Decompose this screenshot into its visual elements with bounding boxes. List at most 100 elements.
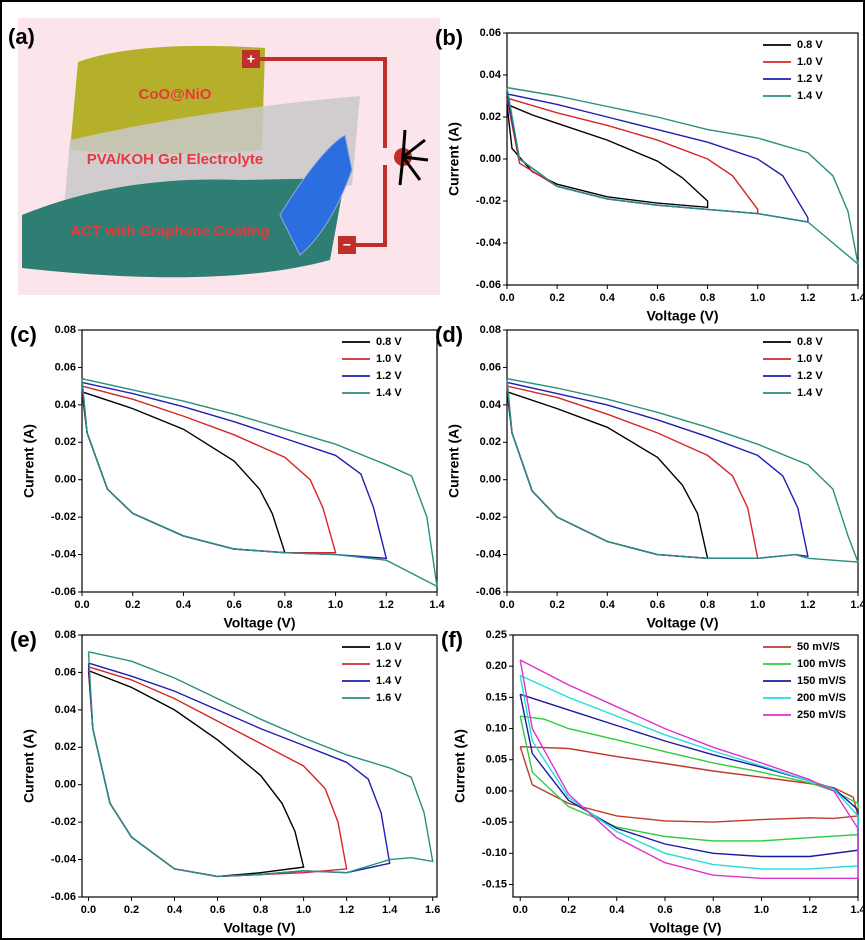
y-tick-label: 0.04 xyxy=(480,69,502,81)
y-tick-label: 0.00 xyxy=(486,785,507,797)
panel-label: (c) xyxy=(10,322,37,347)
legend-label: 250 mV/S xyxy=(797,709,846,721)
x-tick-label: 0.0 xyxy=(499,292,514,304)
x-tick-label: 0.0 xyxy=(74,599,89,611)
y-tick-label: -0.02 xyxy=(476,511,501,523)
y-tick-label: 0.08 xyxy=(480,324,501,336)
x-tick-label: 0.4 xyxy=(609,904,625,916)
chart-panel: 0.0 0.2 0.4 0.6 0.8 1.0 1.2 1.4 -0.15 -0.10 -0.05 0… xyxy=(441,627,865,936)
legend-label: 0.8 V xyxy=(797,39,823,51)
panel-label: (f) xyxy=(441,627,463,652)
x-tick-label: 0.4 xyxy=(600,292,616,304)
y-tick-label: -0.05 xyxy=(482,816,507,828)
x-tick-label: 1.4 xyxy=(850,292,865,304)
legend-label: 1.2 V xyxy=(376,658,402,670)
chart-panel: 0.0 0.2 0.4 0.6 0.8 1.0 1.2 1.4 -0.06 -0.04 -0.02 0… xyxy=(10,322,446,631)
legend-label: 1.4 V xyxy=(797,90,823,102)
y-tick-label: 0.00 xyxy=(55,779,76,791)
y-axis-label: Current (A) xyxy=(446,122,462,196)
x-axis-label: Voltage (V) xyxy=(646,308,718,324)
x-tick-label: 0.2 xyxy=(125,599,140,611)
chart-panel: 0.0 0.2 0.4 0.6 0.8 1.0 1.2 1.4 -0.06 -0.04 -0.02 0… xyxy=(435,322,865,631)
y-tick-label: 0.08 xyxy=(55,324,76,336)
negative-terminal xyxy=(338,236,356,254)
panel-label: (b) xyxy=(435,25,463,50)
y-tick-label: -0.06 xyxy=(51,586,76,598)
bulb-rays xyxy=(398,129,429,186)
y-axis-label: Current (A) xyxy=(21,424,37,498)
y-tick-label: 0.08 xyxy=(55,629,76,641)
terminal-sign: − xyxy=(343,237,351,253)
x-axis-label: Voltage (V) xyxy=(223,920,295,936)
y-tick-label: -0.02 xyxy=(476,195,501,207)
chart-panel: 0.0 0.2 0.4 0.6 0.8 1.0 1.2 1.4 -0.06 -0.04 -0.02 0… xyxy=(435,25,865,324)
x-tick-label: 0.6 xyxy=(650,599,665,611)
cv-curve xyxy=(81,378,438,588)
cv-curve xyxy=(506,86,860,266)
x-tick-label: 0.6 xyxy=(226,599,241,611)
y-tick-label: 0.02 xyxy=(480,436,501,448)
y-tick-label: -0.06 xyxy=(476,279,501,291)
y-tick-label: 0.04 xyxy=(480,399,502,411)
x-tick-label: 0.6 xyxy=(210,904,225,916)
x-tick-label: 0.8 xyxy=(253,904,268,916)
y-tick-label: 0.06 xyxy=(480,361,501,373)
layer-label: CoO@NiO xyxy=(139,86,212,103)
legend-label: 150 mV/S xyxy=(797,675,846,687)
x-tick-label: 0.2 xyxy=(549,292,564,304)
y-tick-label: -0.06 xyxy=(476,586,501,598)
x-tick-label: 1.2 xyxy=(339,904,354,916)
cv-curve xyxy=(519,659,859,879)
x-tick-label: 0.2 xyxy=(549,599,564,611)
cv-curve xyxy=(519,715,859,842)
x-tick-label: 1.6 xyxy=(425,904,440,916)
legend-label: 200 mV/S xyxy=(797,692,846,704)
legend-label: 1.0 V xyxy=(797,56,823,68)
x-tick-label: 0.4 xyxy=(167,904,183,916)
y-tick-label: -0.15 xyxy=(482,878,507,890)
x-tick-label: 1.2 xyxy=(802,904,817,916)
x-tick-label: 1.2 xyxy=(800,599,815,611)
layer-label: ACT with Graphene Coating xyxy=(70,223,269,240)
legend-label: 1.2 V xyxy=(797,73,823,85)
y-tick-label: -0.04 xyxy=(51,853,77,865)
plot-frame xyxy=(506,329,859,593)
legend-label: 1.4 V xyxy=(376,387,402,399)
y-tick-label: -0.04 xyxy=(476,548,502,560)
y-tick-label: -0.02 xyxy=(51,511,76,523)
y-tick-label: -0.04 xyxy=(476,237,502,249)
plot-frame xyxy=(81,329,438,593)
y-tick-label: 0.06 xyxy=(480,27,501,39)
x-tick-label: 1.4 xyxy=(429,599,445,611)
panel-label: (a) xyxy=(8,24,35,49)
cv-curve xyxy=(87,651,434,878)
x-tick-label: 1.0 xyxy=(750,599,765,611)
x-tick-label: 1.4 xyxy=(382,904,398,916)
x-axis-label: Voltage (V) xyxy=(223,615,295,631)
y-tick-label: 0.04 xyxy=(55,399,77,411)
graphene-tube xyxy=(279,134,353,256)
y-tick-label: 0.06 xyxy=(55,361,76,373)
x-tick-label: 0.2 xyxy=(561,904,576,916)
y-tick-label: 0.00 xyxy=(55,474,76,486)
y-tick-label: 0.04 xyxy=(55,704,77,716)
wire xyxy=(260,57,387,247)
y-tick-label: 0.20 xyxy=(486,660,507,672)
x-tick-label: 1.0 xyxy=(750,292,765,304)
x-tick-label: 1.0 xyxy=(754,904,769,916)
chart-panel: 0.0 0.2 0.4 0.6 0.8 1.0 1.2 1.4 1.6 -0.06 -0.04 -0.… xyxy=(10,627,440,936)
legend-label: 1.4 V xyxy=(376,675,402,687)
plot-frame xyxy=(81,634,438,898)
y-tick-label: 0.25 xyxy=(486,629,507,641)
x-tick-label: 1.0 xyxy=(328,599,343,611)
y-tick-label: -0.06 xyxy=(51,891,76,903)
x-tick-label: 1.4 xyxy=(850,904,865,916)
legend-label: 1.6 V xyxy=(376,692,402,704)
x-tick-label: 0.6 xyxy=(657,904,672,916)
x-tick-label: 0.8 xyxy=(277,599,292,611)
y-tick-label: -0.04 xyxy=(51,548,77,560)
y-axis-label: Current (A) xyxy=(446,424,462,498)
x-tick-label: 0.0 xyxy=(513,904,528,916)
y-tick-label: 0.10 xyxy=(486,722,507,734)
